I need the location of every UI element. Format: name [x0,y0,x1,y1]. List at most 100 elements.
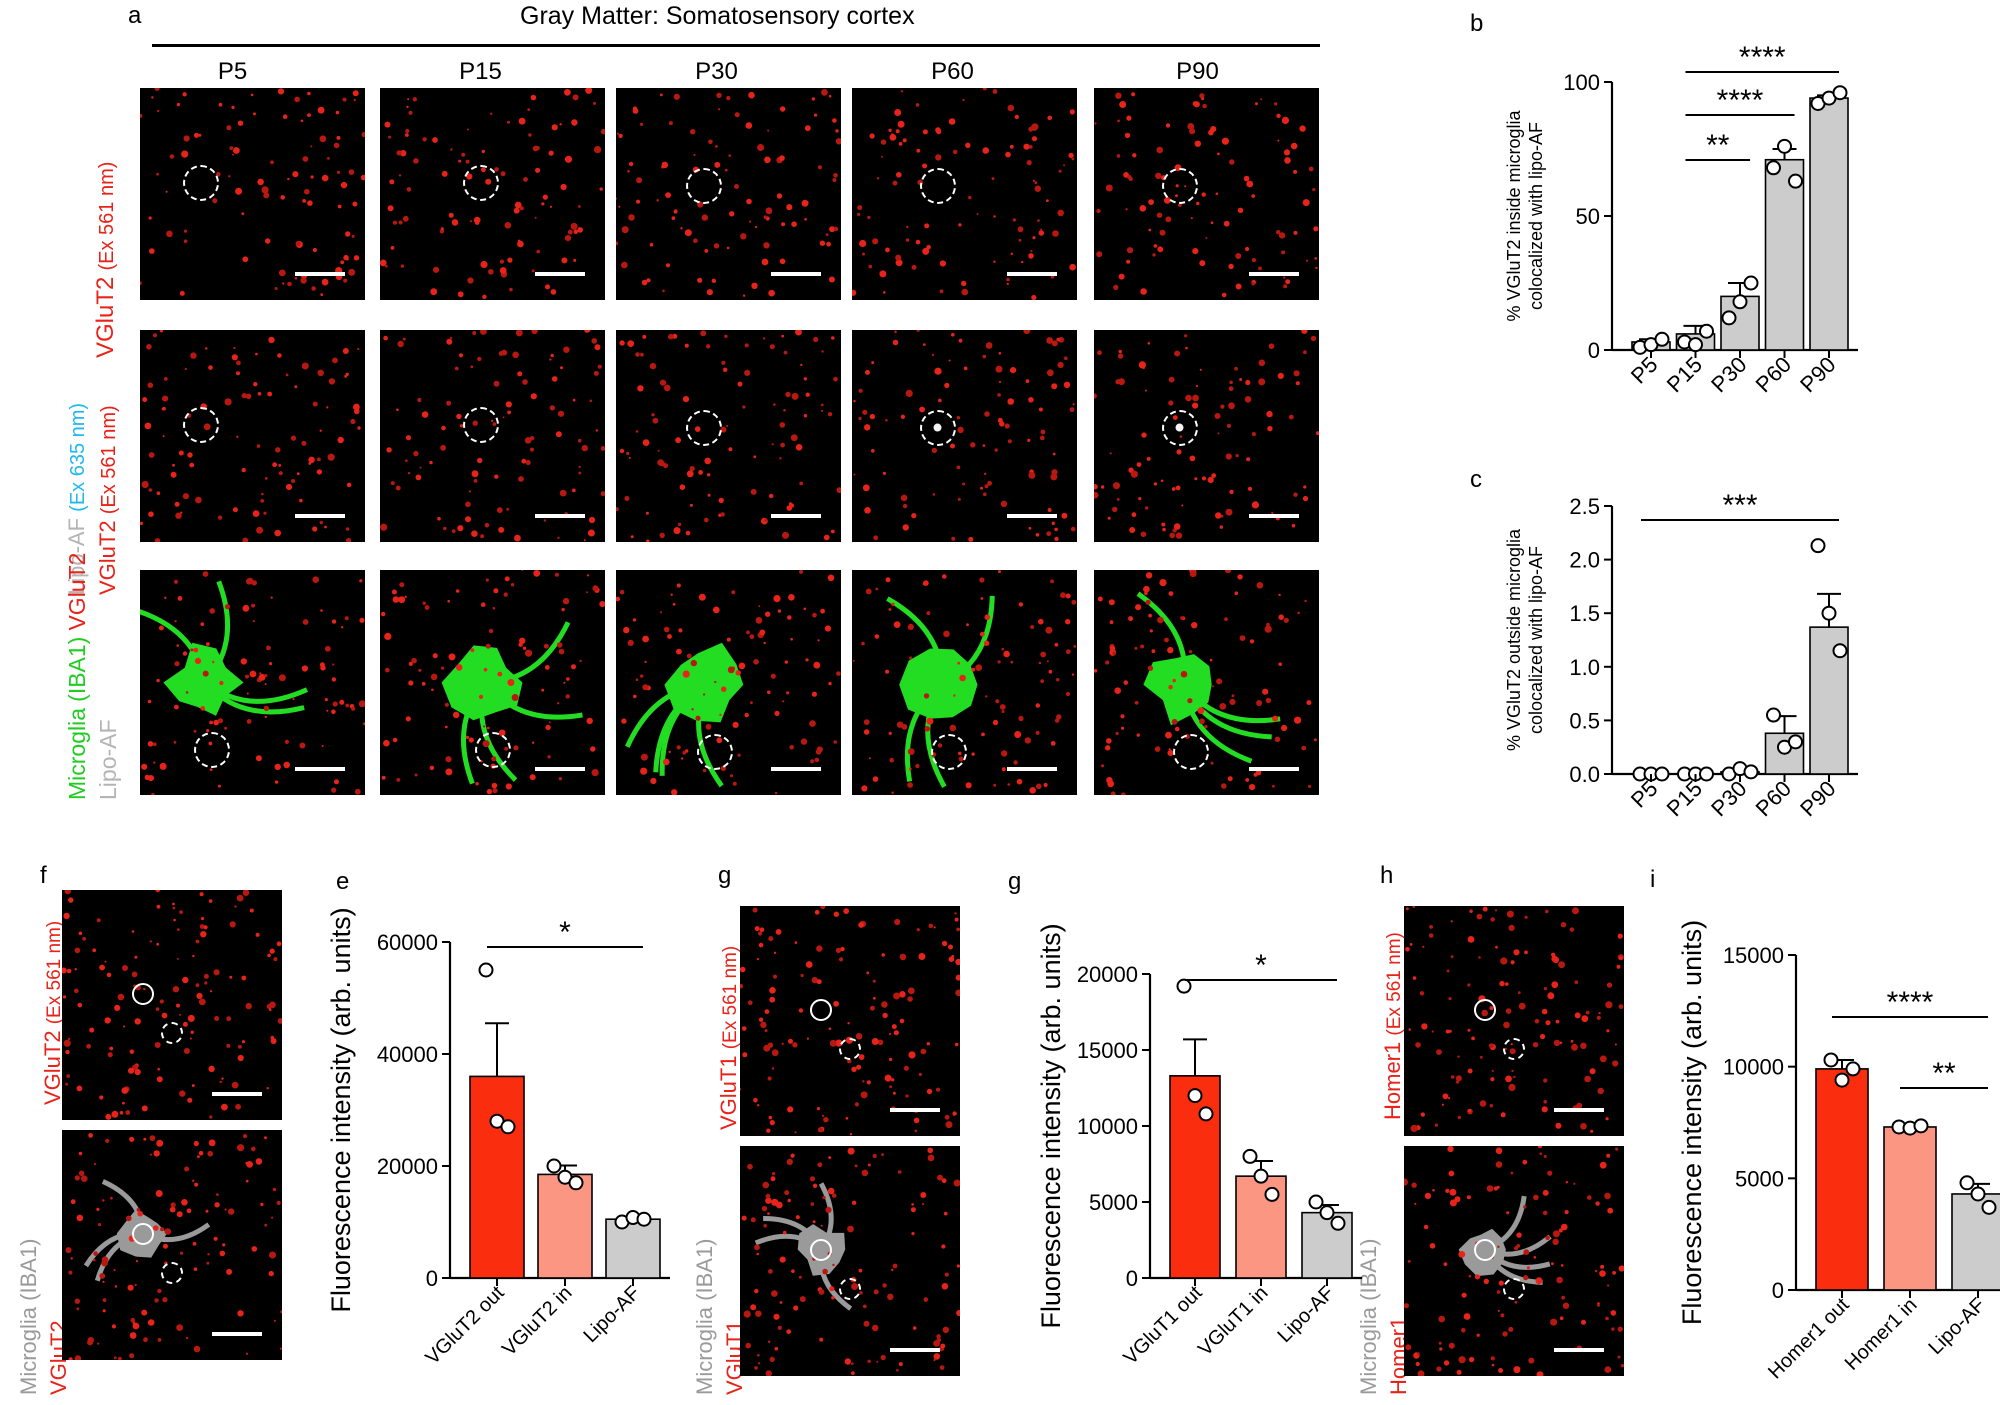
micrograph-p30-row2-punctum [769,344,775,350]
panel-h-top-micrograph-punctum [1606,1029,1610,1033]
micrograph-p30-row3-punctum [702,768,707,773]
panel-h-top-micrograph-punctum [1412,976,1417,980]
panel-f-top-micrograph-scale-bar [890,1108,940,1112]
micrograph-p5-row2-punctum [172,463,175,467]
micrograph-p90-row2-punctum [1302,495,1309,502]
micrograph-p15-row1-punctum [517,240,524,248]
panel-d-bottom-micrograph-punctum [251,1246,258,1252]
panel-f-bottom-micrograph-punctum [762,1181,770,1189]
micrograph-p15-row3-punctum [392,596,400,603]
micrograph-p30-row1-punctum [829,226,835,233]
micrograph-p30-row1-scale-bar [771,272,821,276]
panel-h-bottom-micrograph-punctum [1443,1360,1450,1366]
panel-f-top-micrograph-punctum [814,909,820,915]
micrograph-p60-row3-punctum [1071,673,1075,676]
panel-d-bottom-micrograph-punctum [129,1353,135,1359]
micrograph-p60-row1-punctum [876,177,880,180]
micrograph-p15-row2-punctum [477,356,482,362]
panel-h-bottom-micrograph-punctum [1543,1155,1547,1158]
micrograph-p30-row1-punctum [779,258,786,265]
panel-h-bottom-iba1: (IBA1) [1356,1238,1381,1301]
panel-d-bottom-micrograph-punctum [74,1355,82,1360]
micrograph-p30-row2-punctum [820,409,824,412]
micrograph-p30-row2-punctum [803,414,808,418]
micrograph-p90-row1-punctum [1105,184,1113,192]
micrograph-p15-row3-punctum [529,774,536,781]
panel-h-bottom-micrograph-punctum [1562,1302,1570,1309]
micrograph-p15-row1-punctum [518,117,526,125]
micrograph-p90-row3-roi-circle [1172,734,1209,771]
micrograph-p60-row2-punctum [983,492,987,496]
micrograph-p15-row3-punctum [421,681,426,686]
panel-letter-g: g [1008,868,1022,895]
micrograph-p90-row1-punctum [1215,192,1219,196]
micrograph-p5-row2-punctum [256,526,264,534]
panel-d-top-micrograph-punctum [269,948,275,954]
panel-d-top-micrograph-punctum [219,1080,222,1084]
micrograph-p60-row1-punctum [922,163,928,169]
panel-h-bottom-micrograph-punctum [1502,1331,1508,1337]
micrograph-p90-row1-punctum [1276,113,1281,118]
micrograph-p90-row1-punctum [1199,93,1205,99]
micrograph-p15-row3-punctum [447,599,450,603]
panel-f-top-micrograph-punctum [916,928,920,932]
micrograph-p30-row1-punctum [833,226,839,232]
micrograph-p60-row3-punctum [971,667,976,672]
micrograph-p90-row2-punctum [1189,455,1196,462]
panel-f-bottom-micrograph-punctum [844,1358,851,1365]
panel-d-top-micrograph-punctum [179,1090,186,1097]
panel-h-top-micrograph-scale-bar [1554,1108,1604,1112]
panel-d-top-micrograph-punctum [187,1014,195,1022]
chart-g-ylabel: Fluorescence intensity (arb. units) [1036,923,1066,1328]
micrograph-p60-row3-punctum [1038,661,1042,665]
micrograph-p5-row3-punctum [270,596,273,599]
micrograph-p90-row1-punctum [1221,137,1229,145]
chart-e-data-point [568,1175,584,1191]
micrograph-p60-row2-punctum [869,413,876,420]
panel-d-bottom-micrograph-punctum [97,1342,100,1345]
chart-c-data-point [1654,766,1670,782]
micrograph-p15-row3-punctum [483,667,488,672]
micrograph-p60-row3-punctum [980,631,985,637]
panel-f-top-micrograph-punctum [816,945,823,952]
micrograph-p90-row3-microglia-process [1181,683,1272,740]
micrograph-p60-row3-punctum [1018,602,1024,607]
row3-label-vglut2: VGluT2 [64,552,90,631]
micrograph-p90-row2-punctum [1239,378,1243,381]
micrograph-p90-row1-punctum [1281,250,1286,255]
micrograph-p5-row3-punctum [245,578,253,585]
panel-h-top-micrograph-punctum [1505,982,1509,986]
micrograph-p90-row3-punctum [1145,572,1153,579]
micrograph-p30-row3-punctum [827,574,835,582]
micrograph-p30-row2-punctum [651,413,655,417]
panel-h-top-micrograph-punctum [1605,1117,1609,1121]
micrograph-p30-row3-punctum [784,660,788,664]
panel-f-top-micrograph-punctum [899,953,907,961]
panel-h-top-micrograph-punctum [1612,1060,1619,1067]
panel-h-bottom-micrograph-punctum [1536,1371,1544,1376]
micrograph-p15-row1-punctum [467,277,474,284]
micrograph-p15-row1-punctum [385,264,388,268]
micrograph-p90-row1-punctum [1205,237,1208,239]
micrograph-p60-row1-punctum [852,289,857,296]
panel-h-bottom-micrograph-punctum [1599,1270,1606,1277]
micrograph-p15-row2-punctum [563,346,570,353]
micrograph-p30-row3-punctum [755,617,763,624]
micrograph-p90-row1-punctum [1274,102,1278,106]
micrograph-p90-row1-punctum [1148,199,1154,205]
panel-f-bottom-micrograph-punctum [765,1370,772,1376]
micrograph-p90-row3-punctum [1109,645,1116,652]
panel-f-bottom-micrograph-punctum [880,1354,886,1361]
micrograph-p90-row1-punctum [1315,266,1318,269]
panel-d-top-micrograph-punctum [249,908,254,913]
panel-f-top-micrograph-punctum [823,1117,829,1123]
panel-h-bottom-micrograph-punctum [1514,1246,1519,1251]
micrograph-p15-row1-punctum [480,260,488,269]
micrograph-p90-row2-punctum [1117,353,1124,359]
micrograph-p15-row1-punctum [461,152,466,157]
micrograph-p90-row3-punctum [1165,731,1172,739]
micrograph-p5-row2-punctum [260,499,265,503]
panel-h-top-micrograph-punctum [1410,1124,1418,1132]
micrograph-p90-row2-punctum [1293,492,1298,497]
micrograph-p15-row2-punctum [480,534,485,539]
